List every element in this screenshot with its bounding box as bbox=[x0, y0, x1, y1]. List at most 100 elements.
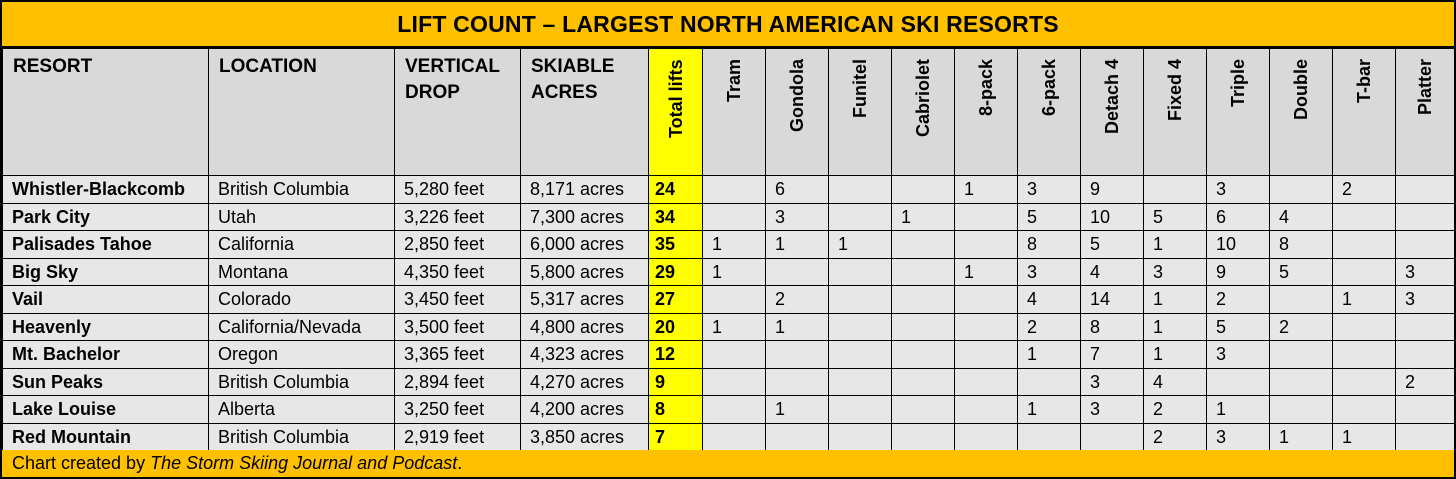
table-row: Vail Colorado 3,450 feet 5,317 acres 27 2 4 14 1… bbox=[2, 285, 1455, 314]
cell-lift-count: 10 bbox=[1206, 230, 1270, 259]
header-lift-type-label: T-bar bbox=[1354, 59, 1374, 104]
header-lift-type: Tram bbox=[702, 48, 766, 176]
cell-lift-count bbox=[765, 257, 829, 286]
cell-lift-count bbox=[828, 367, 892, 396]
cell-resort: Park City bbox=[2, 202, 209, 231]
cell-total-lifts: 29 bbox=[648, 257, 703, 286]
cell-vertical-drop: 5,280 feet bbox=[394, 175, 521, 204]
cell-lift-count: 2 bbox=[1269, 312, 1333, 341]
table-row: Mt. Bachelor Oregon 3,365 feet 4,323 acres 1… bbox=[2, 340, 1455, 369]
header-lift-type: Fixed 4 bbox=[1143, 48, 1207, 176]
cell-lift-count bbox=[765, 367, 829, 396]
cell-lift-count: 2 bbox=[1332, 175, 1396, 204]
cell-lift-count bbox=[891, 340, 955, 369]
cell-lift-count: 1 bbox=[828, 230, 892, 259]
cell-lift-count bbox=[954, 367, 1018, 396]
cell-lift-count: 5 bbox=[1143, 202, 1207, 231]
cell-lift-count: 4 bbox=[1080, 257, 1144, 286]
cell-lift-count: 1 bbox=[954, 175, 1018, 204]
lift-count-table: RESORT LOCATION VERTICAL DROP SKIABLE AC… bbox=[2, 48, 1455, 451]
cell-lift-count bbox=[828, 395, 892, 424]
cell-resort: Vail bbox=[2, 285, 209, 314]
header-total-lifts: Total lifts bbox=[648, 48, 703, 176]
cell-lift-count: 5 bbox=[1080, 230, 1144, 259]
cell-lift-count bbox=[954, 202, 1018, 231]
cell-location: British Columbia bbox=[208, 175, 395, 204]
cell-lift-count: 10 bbox=[1080, 202, 1144, 231]
credit-suffix: . bbox=[457, 453, 463, 473]
header-lift-type: Double bbox=[1269, 48, 1333, 176]
cell-lift-count bbox=[702, 422, 766, 451]
cell-lift-count bbox=[828, 312, 892, 341]
cell-lift-count bbox=[1332, 367, 1396, 396]
cell-lift-count: 4 bbox=[1017, 285, 1081, 314]
cell-lift-count: 1 bbox=[702, 230, 766, 259]
cell-lift-count: 1 bbox=[765, 230, 829, 259]
cell-lift-count: 1 bbox=[765, 395, 829, 424]
cell-lift-count bbox=[1143, 175, 1207, 204]
cell-resort: Mt. Bachelor bbox=[2, 340, 209, 369]
cell-vertical-drop: 3,250 feet bbox=[394, 395, 521, 424]
cell-lift-count: 2 bbox=[1143, 422, 1207, 451]
cell-skiable-acres: 5,800 acres bbox=[520, 257, 649, 286]
cell-lift-count bbox=[765, 340, 829, 369]
header-lift-type-label: Gondola bbox=[787, 59, 807, 132]
cell-skiable-acres: 6,000 acres bbox=[520, 230, 649, 259]
cell-location: Colorado bbox=[208, 285, 395, 314]
header-skiable-acres: SKIABLE ACRES bbox=[520, 48, 649, 176]
cell-lift-count bbox=[1332, 230, 1396, 259]
cell-lift-count: 3 bbox=[1395, 285, 1455, 314]
cell-lift-count bbox=[1332, 395, 1396, 424]
cell-lift-count bbox=[891, 257, 955, 286]
cell-lift-count: 1 bbox=[1143, 230, 1207, 259]
credit-source: The Storm Skiing Journal and Podcast bbox=[150, 453, 458, 473]
cell-lift-count bbox=[1269, 340, 1333, 369]
cell-lift-count: 2 bbox=[1395, 367, 1455, 396]
cell-resort: Sun Peaks bbox=[2, 367, 209, 396]
cell-lift-count bbox=[1080, 422, 1144, 451]
cell-lift-count bbox=[891, 175, 955, 204]
header-lift-type: T-bar bbox=[1332, 48, 1396, 176]
cell-lift-count bbox=[891, 422, 955, 451]
header-lift-type-label: Triple bbox=[1228, 59, 1248, 108]
cell-lift-count bbox=[1395, 175, 1455, 204]
cell-lift-count: 1 bbox=[1332, 285, 1396, 314]
cell-skiable-acres: 4,270 acres bbox=[520, 367, 649, 396]
cell-lift-count: 3 bbox=[1017, 175, 1081, 204]
header-lift-type: Detach 4 bbox=[1080, 48, 1144, 176]
cell-lift-count: 1 bbox=[1143, 285, 1207, 314]
cell-lift-count: 3 bbox=[1017, 257, 1081, 286]
header-lift-type-label: 6-pack bbox=[1039, 59, 1059, 117]
cell-vertical-drop: 4,350 feet bbox=[394, 257, 521, 286]
cell-lift-count bbox=[1395, 230, 1455, 259]
cell-location: Alberta bbox=[208, 395, 395, 424]
cell-lift-count: 9 bbox=[1080, 175, 1144, 204]
header-lift-type: Funitel bbox=[828, 48, 892, 176]
header-lift-type: 6-pack bbox=[1017, 48, 1081, 176]
cell-lift-count: 9 bbox=[1206, 257, 1270, 286]
cell-location: California bbox=[208, 230, 395, 259]
cell-lift-count bbox=[954, 312, 1018, 341]
cell-lift-count bbox=[1269, 285, 1333, 314]
cell-lift-count bbox=[828, 422, 892, 451]
cell-vertical-drop: 2,850 feet bbox=[394, 230, 521, 259]
cell-lift-count bbox=[1269, 367, 1333, 396]
cell-lift-count: 2 bbox=[1206, 285, 1270, 314]
header-lift-type-label: Funitel bbox=[850, 59, 870, 118]
cell-resort: Big Sky bbox=[2, 257, 209, 286]
table-body: Whistler-Blackcomb British Columbia 5,280 … bbox=[2, 175, 1455, 451]
cell-lift-count: 8 bbox=[1080, 312, 1144, 341]
cell-lift-count bbox=[954, 340, 1018, 369]
cell-lift-count bbox=[891, 230, 955, 259]
cell-lift-count: 8 bbox=[1269, 230, 1333, 259]
table-row: Whistler-Blackcomb British Columbia 5,280 … bbox=[2, 175, 1455, 204]
cell-lift-count: 3 bbox=[1206, 340, 1270, 369]
cell-lift-count: 5 bbox=[1017, 202, 1081, 231]
credit-prefix: Chart created by bbox=[12, 453, 151, 473]
cell-lift-count bbox=[954, 230, 1018, 259]
cell-lift-count bbox=[1206, 367, 1270, 396]
cell-lift-count: 1 bbox=[1017, 395, 1081, 424]
cell-location: British Columbia bbox=[208, 367, 395, 396]
cell-location: Oregon bbox=[208, 340, 395, 369]
